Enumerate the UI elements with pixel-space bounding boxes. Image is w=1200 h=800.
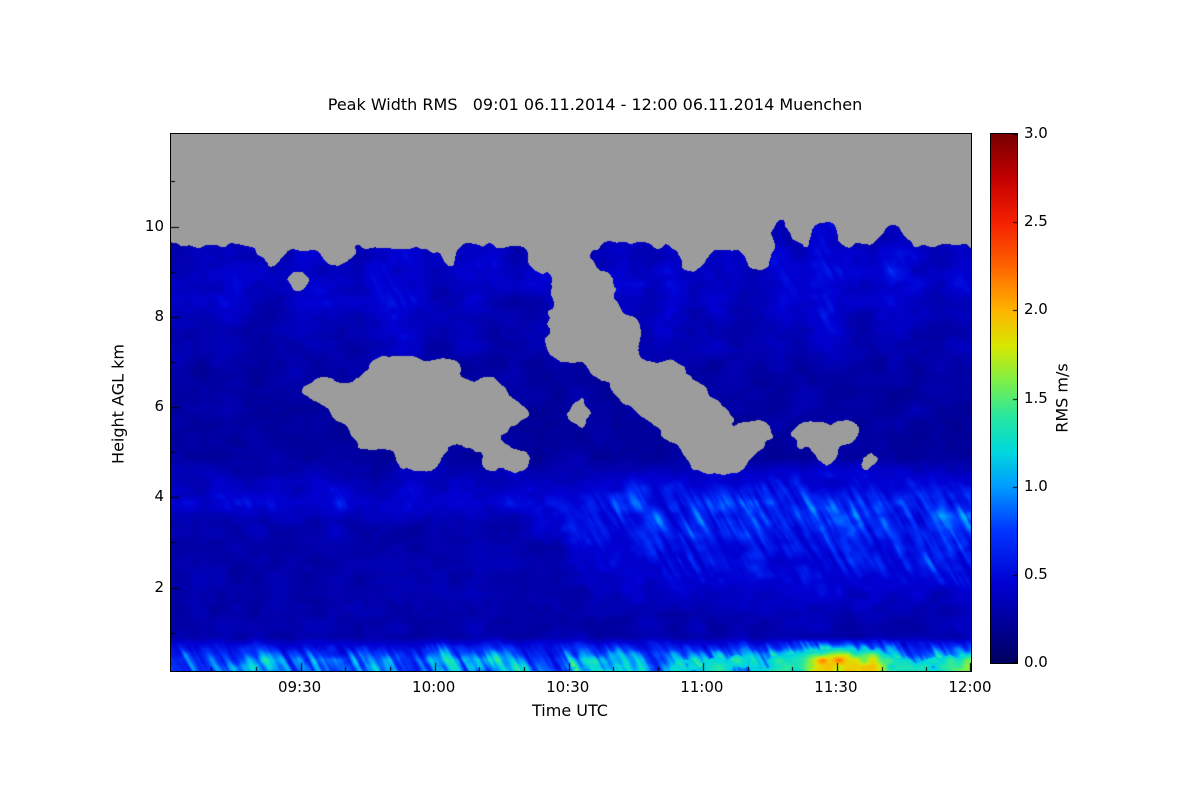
colorbar-tick-label: 2.5 [1024, 212, 1048, 231]
y-axis-title: Height AGL km [108, 344, 128, 464]
x-tick-label: 10:30 [546, 678, 590, 696]
x-axis-title: Time UTC [532, 701, 608, 720]
heatmap-canvas [171, 134, 971, 671]
y-tick-label: 2 [154, 577, 164, 596]
colorbar-title: RMS m/s [1052, 363, 1072, 433]
colorbar [990, 133, 1018, 664]
colorbar-tick-label: 0.0 [1024, 653, 1048, 671]
y-tick-label: 6 [154, 397, 164, 415]
colorbar-tick-label: 1.0 [1024, 476, 1048, 495]
x-tick-label: 12:00 [948, 678, 992, 696]
colorbar-tick-label: 3.0 [1024, 124, 1048, 142]
colorbar-tick-label: 1.5 [1024, 388, 1048, 407]
x-tick-label: 10:00 [412, 678, 456, 696]
x-tick-label: 11:00 [680, 678, 724, 696]
y-tick-label: 4 [154, 487, 164, 506]
colorbar-tick-label: 0.5 [1024, 564, 1048, 583]
y-tick-label: 8 [154, 306, 164, 325]
x-tick-label: 11:30 [814, 678, 858, 696]
colorbar-tick-label: 2.0 [1024, 300, 1048, 319]
y-tick-label: 10 [144, 216, 164, 235]
chart-title: Peak Width RMS 09:01 06.11.2014 - 12:00 … [327, 95, 863, 114]
plot-frame [170, 133, 972, 672]
x-tick-label: 09:30 [277, 678, 322, 696]
